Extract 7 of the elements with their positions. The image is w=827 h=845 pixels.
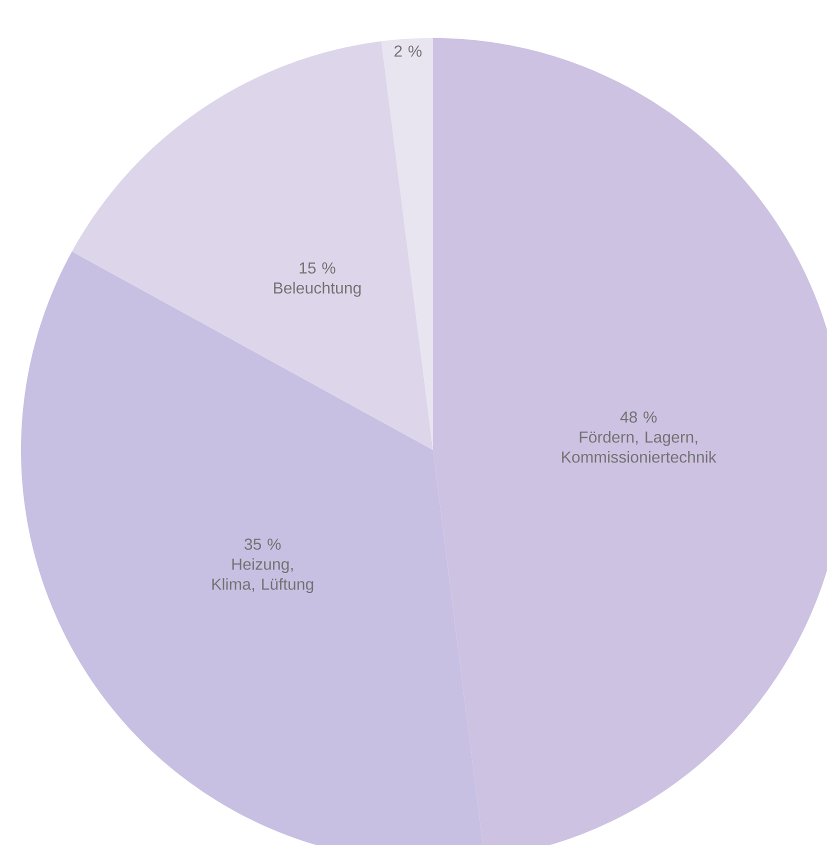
slice-label: Beleuchtung [274,282,361,297]
slice-label: Fördern, Lagern, Kommissioniertechnik [562,430,716,463]
data-label: 35 % [244,538,281,550]
slice-label: Heizung, Klima, Lüftung [212,558,314,594]
data-label: 2 % [394,46,422,57]
data-label: 15 % [300,262,336,274]
data-label: 48 % [620,411,657,423]
